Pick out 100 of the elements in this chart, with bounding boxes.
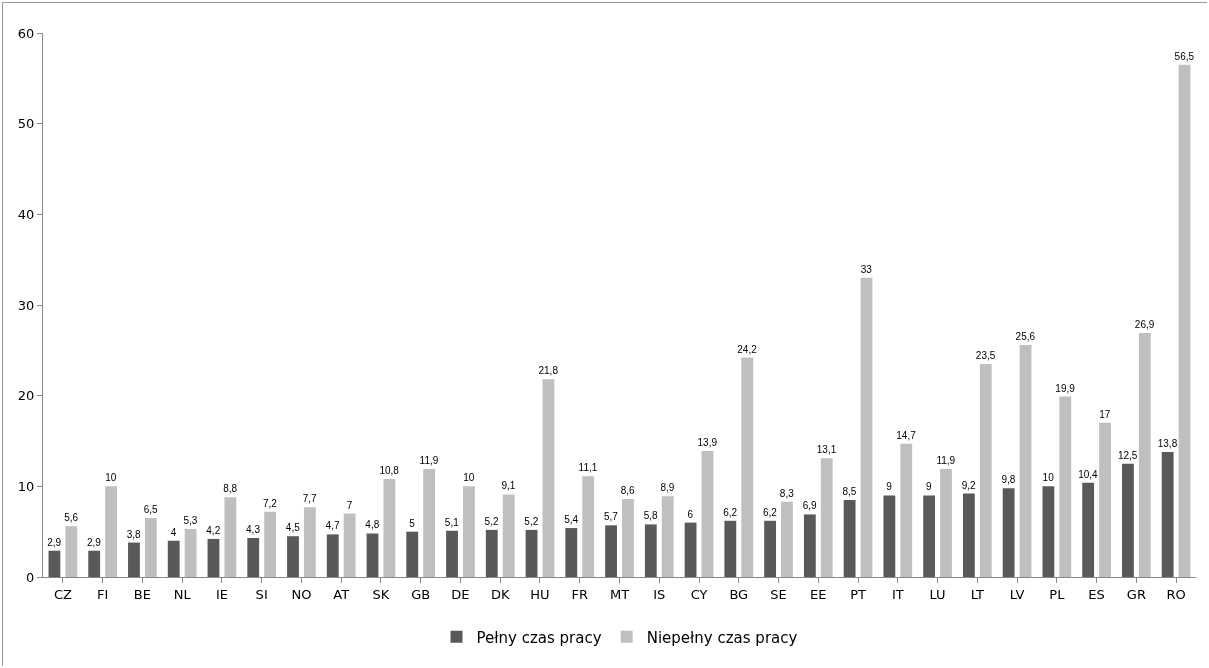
data-label: 17: [1099, 408, 1111, 420]
data-label: 5,2: [484, 515, 499, 527]
data-label: 24,2: [737, 343, 758, 355]
bar: [1138, 333, 1151, 577]
data-label: 4,7: [325, 520, 340, 532]
data-label: 13,8: [1157, 437, 1178, 449]
bar: [184, 528, 197, 577]
bar: [803, 514, 816, 577]
data-label: 21,8: [538, 365, 559, 377]
x-tick-label: GR: [1126, 586, 1146, 602]
bar: [1042, 486, 1055, 577]
data-label: 14,7: [896, 429, 917, 441]
bar: [542, 379, 555, 577]
bar: [502, 494, 515, 577]
bar: [383, 479, 396, 577]
data-label: 11,1: [578, 462, 598, 474]
x-tick-label: HU: [530, 586, 550, 602]
data-label: 56,5: [1174, 50, 1195, 62]
data-label: 7,2: [262, 497, 278, 509]
bar: [962, 493, 975, 577]
bar: [128, 542, 140, 577]
x-tick-label: BG: [729, 586, 749, 602]
data-label: 33: [860, 263, 873, 275]
data-label: 2,9: [87, 536, 102, 548]
x-tick-label: RO: [1166, 586, 1186, 602]
x-tick-label: ES: [1088, 586, 1105, 602]
x-tick-label: DK: [490, 586, 510, 602]
bar: [843, 499, 856, 577]
bar: [1059, 396, 1072, 577]
x-tick-label: SE: [770, 586, 787, 602]
x-tick-label: GB: [411, 586, 431, 602]
x-tick-label: PL: [1049, 586, 1066, 602]
data-label: 12,5: [1117, 449, 1138, 461]
bar: [446, 530, 458, 577]
data-label: 3,8: [126, 528, 142, 540]
bar: [741, 357, 754, 577]
bar: [65, 526, 78, 577]
data-label: 5: [409, 517, 416, 529]
x-tick-label: MT: [609, 586, 630, 602]
data-label: 10: [1042, 472, 1055, 484]
x-tick-label: SI: [255, 586, 268, 602]
data-label: 5,3: [183, 514, 198, 526]
bar: [247, 538, 260, 577]
data-label: 6,5: [143, 504, 159, 516]
data-label: 4,2: [206, 524, 221, 536]
data-label: 4: [170, 526, 177, 538]
data-label: 4,5: [285, 522, 301, 534]
data-label: 8,3: [779, 487, 795, 499]
data-label: 5,7: [603, 511, 619, 523]
data-label: 5,2: [524, 515, 539, 527]
x-tick-label: EE: [810, 586, 827, 602]
y-tick-label: 60: [17, 25, 35, 41]
bar: [406, 531, 419, 577]
bar: [684, 522, 697, 577]
y-tick-label: 0: [26, 569, 35, 585]
bar: [724, 520, 737, 577]
data-label: 19,9: [1055, 382, 1076, 394]
x-tick-label: CZ: [53, 586, 72, 602]
bar: [940, 469, 952, 577]
bar: [582, 476, 595, 577]
bar: [923, 495, 936, 577]
bar: [860, 277, 873, 577]
data-label: 5,6: [64, 512, 79, 524]
y-tick-label: 20: [17, 388, 35, 404]
bar: [900, 443, 913, 577]
bar: [661, 496, 674, 577]
data-label: 10: [105, 472, 117, 484]
bar: [1161, 451, 1174, 577]
bar: [463, 486, 475, 577]
bar: [1019, 344, 1032, 577]
bar: [1002, 488, 1015, 577]
data-label: 26,9: [1134, 319, 1155, 331]
x-tick-label: FI: [96, 586, 109, 602]
bar: [366, 533, 379, 577]
bar: [525, 529, 538, 577]
x-tick-label: IS: [653, 586, 666, 602]
data-label: 5,8: [643, 510, 658, 522]
bar: [48, 550, 61, 577]
y-tick-label: 10: [17, 478, 35, 494]
bar: [485, 529, 498, 577]
bar: [781, 501, 793, 577]
y-tick-label: 50: [17, 116, 35, 132]
data-label: 8,5: [842, 485, 857, 497]
data-label: 8,6: [620, 485, 636, 497]
bar: [1082, 482, 1095, 577]
data-label: 9: [926, 481, 933, 493]
data-label: 8,8: [223, 483, 238, 495]
bar: [644, 524, 657, 577]
data-label: 9,2: [961, 479, 977, 491]
bar: [1122, 463, 1134, 577]
bar: [701, 450, 714, 577]
bar: [224, 497, 237, 577]
bar: [622, 499, 634, 577]
data-label: 13,9: [697, 436, 718, 448]
x-tick-label: AT: [333, 586, 350, 602]
bar: [167, 540, 180, 577]
data-label: 11,9: [419, 455, 439, 467]
bar: [423, 469, 436, 577]
bar: [883, 495, 896, 577]
data-label: 6: [687, 508, 694, 520]
